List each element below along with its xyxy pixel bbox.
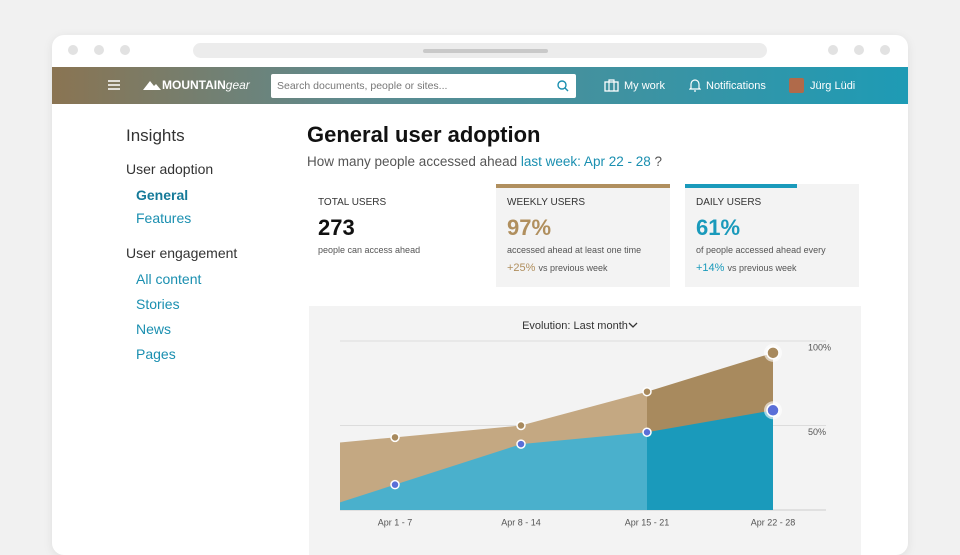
body: MOUNTAINgear Search documents, people or… bbox=[52, 35, 908, 555]
area-segment bbox=[647, 410, 773, 510]
window-dot bbox=[68, 45, 78, 55]
menu-icon[interactable] bbox=[108, 80, 120, 90]
sidebar-link[interactable]: Features bbox=[136, 210, 192, 226]
chart: Evolution: Last month 50% 100% Apr 1 - 7 Ap… bbox=[309, 306, 861, 555]
card-caption: of people accessed ahead every bbox=[696, 245, 826, 255]
nav-item[interactable]: My work bbox=[624, 80, 665, 92]
browser-window: MOUNTAINgear Search documents, people or… bbox=[52, 35, 908, 555]
y-tick-label: 100% bbox=[808, 342, 831, 352]
area-segment bbox=[521, 432, 647, 510]
nav-item[interactable]: Jürg Lüdi bbox=[810, 80, 856, 92]
x-tick-label: Apr 1 - 7 bbox=[378, 517, 413, 527]
logo-icon bbox=[143, 81, 161, 90]
sidebar-link[interactable]: Pages bbox=[136, 346, 176, 362]
card-caption: people can access ahead bbox=[318, 245, 421, 255]
window-dot bbox=[94, 45, 104, 55]
card-accent bbox=[685, 184, 797, 188]
stat-card: WEEKLY USERS 97% accessed ahead at least… bbox=[496, 184, 670, 287]
marker bbox=[390, 479, 400, 490]
change-note: vs previous week bbox=[538, 263, 608, 273]
window-dot bbox=[880, 45, 890, 55]
avatar[interactable] bbox=[789, 78, 804, 93]
marker bbox=[766, 403, 780, 418]
marker bbox=[516, 420, 526, 431]
sidebar-heading: User engagement bbox=[126, 245, 238, 261]
stat-card: DAILY USERS 61% of people accessed ahead… bbox=[685, 184, 859, 287]
change-value: +25% bbox=[507, 262, 536, 274]
subtitle-end: ? bbox=[654, 154, 663, 169]
card-change: +25% vs previous week bbox=[507, 262, 607, 274]
brand-accent: gear bbox=[225, 78, 250, 92]
card-value: 97% bbox=[507, 215, 552, 240]
nav-item[interactable]: Notifications bbox=[706, 80, 766, 92]
card-value: 273 bbox=[318, 215, 355, 240]
subtitle-link[interactable]: last week: Apr 22 - 28 bbox=[520, 154, 651, 169]
marker bbox=[642, 386, 652, 397]
window-dot bbox=[828, 45, 838, 55]
card-caption: accessed ahead at least one time bbox=[507, 245, 642, 255]
top-nav: MOUNTAINgear Search documents, people or… bbox=[52, 67, 908, 104]
page-title: General user adoption bbox=[307, 122, 541, 147]
change-value: +14% bbox=[696, 262, 725, 274]
window-dot bbox=[854, 45, 864, 55]
bell-icon bbox=[689, 79, 701, 92]
card-change: +14% vs previous week bbox=[696, 262, 796, 274]
brand-main: MOUNTAIN bbox=[162, 78, 226, 92]
address-bar[interactable] bbox=[193, 43, 767, 58]
x-tick-label: Apr 15 - 21 bbox=[625, 517, 670, 527]
search-icon[interactable] bbox=[557, 80, 569, 92]
marker bbox=[766, 346, 780, 360]
work-icon bbox=[604, 79, 619, 92]
marker bbox=[390, 432, 400, 443]
sidebar-title: Insights bbox=[126, 126, 185, 145]
brand[interactable]: MOUNTAINgear bbox=[162, 78, 250, 92]
marker bbox=[516, 439, 526, 449]
sidebar-link[interactable]: All content bbox=[136, 271, 202, 287]
sidebar-heading: User adoption bbox=[126, 161, 214, 177]
chart-title[interactable]: Evolution: Last month bbox=[522, 320, 628, 332]
sidebar-link[interactable]: General bbox=[136, 187, 189, 203]
sidebar-link[interactable]: Stories bbox=[136, 296, 180, 312]
card-value: 61% bbox=[696, 215, 741, 240]
card-label: WEEKLY USERS bbox=[507, 197, 585, 208]
dropdown-icon[interactable] bbox=[628, 322, 638, 328]
y-tick-label: 50% bbox=[808, 427, 826, 437]
window-dot bbox=[120, 45, 130, 55]
change-note: vs previous week bbox=[727, 263, 797, 273]
page-subtitle: How many people accessed ahead last week… bbox=[307, 154, 662, 169]
marker bbox=[642, 427, 652, 438]
card-label: TOTAL USERS bbox=[318, 197, 387, 208]
area-segment bbox=[395, 444, 521, 510]
search-placeholder: Search documents, people or sites... bbox=[277, 80, 448, 92]
x-tick-label: Apr 22 - 28 bbox=[751, 517, 796, 527]
card-label: DAILY USERS bbox=[696, 197, 762, 208]
address-placeholder bbox=[423, 49, 548, 53]
area-segment bbox=[340, 484, 395, 510]
sidebar-link[interactable]: News bbox=[136, 321, 172, 337]
subtitle-text: How many people accessed ahead bbox=[307, 154, 518, 169]
stat-card: TOTAL USERS 273 people can access ahead bbox=[307, 184, 481, 287]
search-box[interactable]: Search documents, people or sites... bbox=[271, 74, 576, 98]
x-tick-label: Apr 8 - 14 bbox=[501, 517, 541, 527]
page: { "nav": { "brand_main": "MOUNTAIN", "br… bbox=[52, 35, 908, 555]
